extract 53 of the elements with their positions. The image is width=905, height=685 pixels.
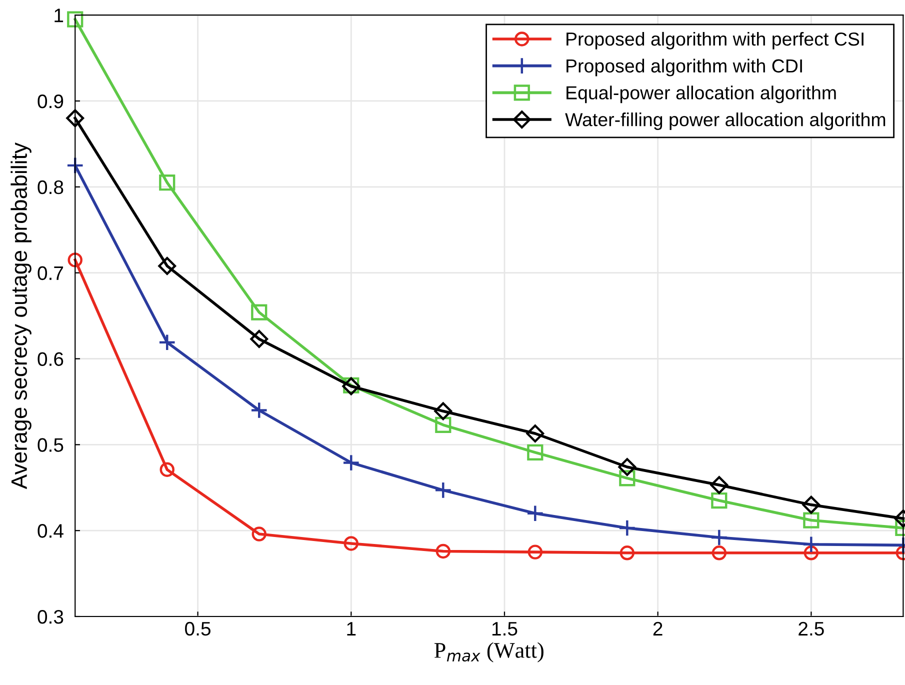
y-tick-label: 0.5 [38, 438, 64, 452]
point [526, 424, 544, 442]
y-tick-label: 0.6 [38, 352, 64, 366]
x-tick-label: 0.5 [185, 622, 210, 636]
y-tick-label: 1 [54, 8, 64, 22]
y-tick-label: 0.8 [38, 180, 64, 194]
point [804, 546, 819, 560]
point [618, 458, 636, 476]
y-tick-label: 0.3 [38, 610, 64, 624]
point [250, 402, 268, 420]
point [803, 512, 820, 528]
point [344, 536, 358, 551]
point [252, 526, 266, 542]
point [66, 156, 84, 174]
point [620, 546, 635, 560]
point [528, 544, 543, 560]
x-tick-label: 2 [653, 622, 662, 636]
point [342, 454, 360, 472]
legend-label: Proposed algorithm with CDI [566, 58, 802, 76]
point [251, 304, 268, 320]
y-axis-title: Average secrecy outage probability [10, 142, 32, 490]
point [159, 174, 176, 191]
point [711, 492, 728, 509]
y-tick-label: 0.9 [38, 94, 64, 108]
point [434, 481, 452, 499]
point [67, 11, 84, 28]
point [158, 256, 176, 275]
point [435, 416, 452, 433]
point [527, 444, 544, 460]
point [802, 536, 820, 554]
point [250, 330, 268, 348]
y-tick-label: 0.7 [38, 266, 64, 280]
point [434, 402, 452, 420]
point [710, 528, 728, 546]
point [160, 462, 174, 477]
x-tick-label: 2.5 [798, 622, 824, 636]
point [619, 470, 636, 486]
point [158, 334, 176, 352]
point [710, 476, 728, 494]
point [68, 252, 82, 268]
x-tick-label: 1 [347, 622, 356, 636]
legend-label: Water-filling power allocation algorithm [565, 112, 886, 130]
point [712, 546, 727, 560]
point [618, 519, 636, 537]
y-tick-label: 0.4 [38, 524, 64, 538]
x-axis-title: P$_{max}$ (Watt) [434, 642, 544, 662]
point [526, 504, 544, 522]
x-tick-label: 1.5 [492, 622, 518, 636]
point [66, 109, 84, 128]
point [436, 544, 451, 559]
legend-label: Equal-power allocation algorithm [566, 86, 836, 104]
legend-label: Proposed algorithm with perfect CSI [566, 32, 864, 50]
point [802, 496, 820, 514]
